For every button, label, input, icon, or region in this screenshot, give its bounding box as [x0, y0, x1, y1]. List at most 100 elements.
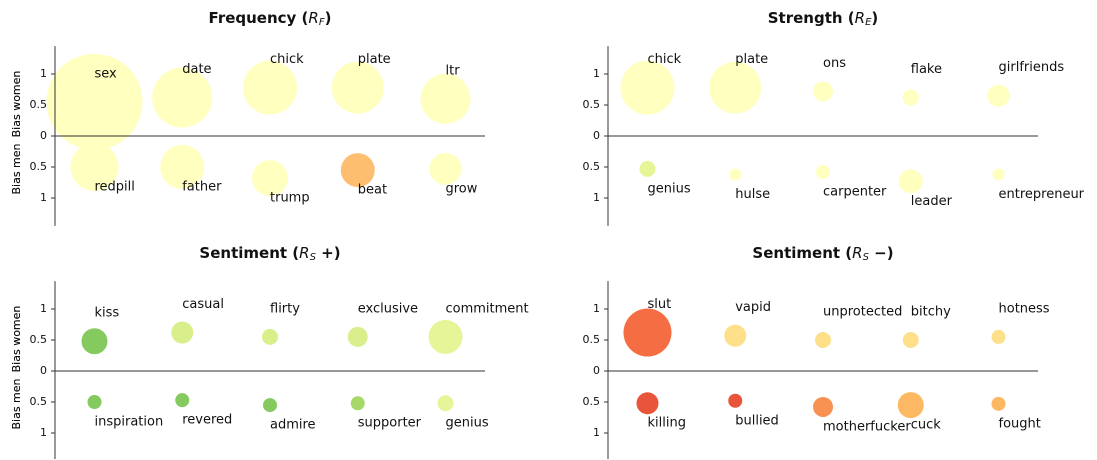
title-part: −): [869, 244, 894, 262]
y-axis-label: Bias women: [10, 71, 23, 138]
bubble: [728, 393, 743, 408]
word-label: fought: [999, 416, 1041, 431]
word-label: ons: [823, 56, 846, 71]
bubble: [420, 73, 471, 124]
y-axis-label: Bias women: [10, 306, 23, 373]
bubble: [46, 53, 143, 150]
title-part: R: [855, 9, 865, 27]
y-tick-label: 1: [40, 67, 47, 80]
word-label: inspiration: [94, 415, 163, 430]
y-tick-label: 0.5: [583, 160, 601, 173]
y-tick-label: 0.5: [30, 333, 48, 346]
word-label: entrepreneur: [999, 187, 1085, 202]
y-tick-label: 1: [40, 302, 47, 315]
bubble: [263, 398, 277, 413]
title-part: S: [310, 252, 317, 263]
word-label: girlfriends: [999, 60, 1065, 75]
word-label: flake: [911, 62, 942, 77]
title-part: ): [871, 9, 878, 27]
y-tick-label: 0: [593, 129, 600, 142]
word-label: flirty: [270, 301, 300, 316]
title-part: S: [863, 252, 870, 263]
word-label: trump: [270, 191, 310, 206]
y-tick-label: 0.5: [30, 98, 48, 111]
bubble: [992, 168, 1005, 181]
bubble: [729, 168, 742, 181]
word-label: casual: [182, 297, 224, 312]
y-tick-label: 0.5: [583, 333, 601, 346]
word-label: vapid: [735, 300, 771, 315]
chart-title: Strength (RE): [768, 9, 879, 29]
y-tick-label: 0.5: [583, 395, 601, 408]
bubble: [902, 332, 919, 348]
word-label: cuck: [911, 418, 942, 433]
bubble: [620, 60, 675, 115]
title-part: R: [299, 244, 309, 262]
bubble: [347, 326, 368, 347]
bubble: [813, 396, 833, 417]
bubble: [623, 308, 672, 357]
bubble: [350, 396, 365, 411]
title-part: ): [325, 9, 332, 27]
y-tick-label: 0.5: [30, 160, 48, 173]
word-label: bullied: [735, 413, 779, 428]
bubble: [81, 328, 108, 355]
bubble: [252, 160, 288, 197]
y-tick-label: 1: [40, 426, 47, 439]
word-label: chick: [270, 52, 304, 67]
word-label: exclusive: [358, 301, 418, 316]
y-axis-label: Bias men: [10, 378, 23, 429]
title-part: Strength (: [768, 9, 855, 27]
word-label: redpill: [94, 180, 134, 195]
bubble: [898, 169, 923, 194]
y-tick-label: 0: [40, 364, 47, 377]
y-tick-label: 1: [593, 302, 600, 315]
word-label: genius: [647, 181, 690, 196]
title-part: R: [852, 244, 862, 262]
y-axis-label: Bias men: [10, 143, 23, 194]
word-label: genius: [446, 416, 489, 431]
word-label: leader: [911, 194, 953, 209]
bubble: [243, 60, 297, 115]
title-part: +): [316, 244, 341, 262]
word-label: chick: [647, 52, 681, 67]
bubble: [816, 164, 830, 179]
word-label: commitment: [446, 301, 529, 316]
word-label: plate: [735, 52, 768, 67]
chart-title: Sentiment (RS −): [752, 244, 893, 264]
word-label: bitchy: [911, 305, 951, 320]
word-label: motherfucker: [823, 419, 911, 434]
y-axis-label: Bias men: [10, 143, 23, 194]
word-label: hulse: [735, 187, 770, 202]
word-label: plate: [358, 52, 391, 67]
bubble: [160, 145, 205, 189]
y-tick-label: 1: [593, 67, 600, 80]
word-label: grow: [446, 181, 478, 196]
word-label: supporter: [358, 416, 422, 431]
bubble: [897, 392, 924, 419]
bubble: [429, 152, 462, 185]
bubble: [262, 328, 278, 345]
bubble: [724, 324, 747, 347]
word-label: carpenter: [823, 184, 887, 199]
y-axis-label: Bias women: [10, 306, 23, 373]
bubble: [87, 395, 102, 409]
word-label: ltr: [446, 63, 461, 78]
panel: Sentiment (RS −) Bias women Bias men 1 0.5 0 0…: [10, 244, 1050, 459]
title-part: R: [308, 9, 318, 27]
bubble: [331, 61, 384, 114]
word-label: killing: [647, 416, 685, 431]
y-tick-label: 0: [40, 129, 47, 142]
y-tick-label: 0.5: [583, 98, 601, 111]
chart-title: Sentiment (RS +): [199, 244, 340, 264]
bubble: [987, 84, 1010, 107]
bubble: [902, 89, 919, 106]
panel: Sentiment (RS +) Bias women Bias men 1 0.5 0 0…: [10, 244, 529, 459]
y-tick-label: 0: [593, 364, 600, 377]
bubble: [709, 61, 762, 114]
bubble: [636, 392, 659, 415]
word-label: father: [182, 180, 222, 195]
word-label: beat: [358, 183, 387, 198]
bubble: [437, 395, 454, 412]
